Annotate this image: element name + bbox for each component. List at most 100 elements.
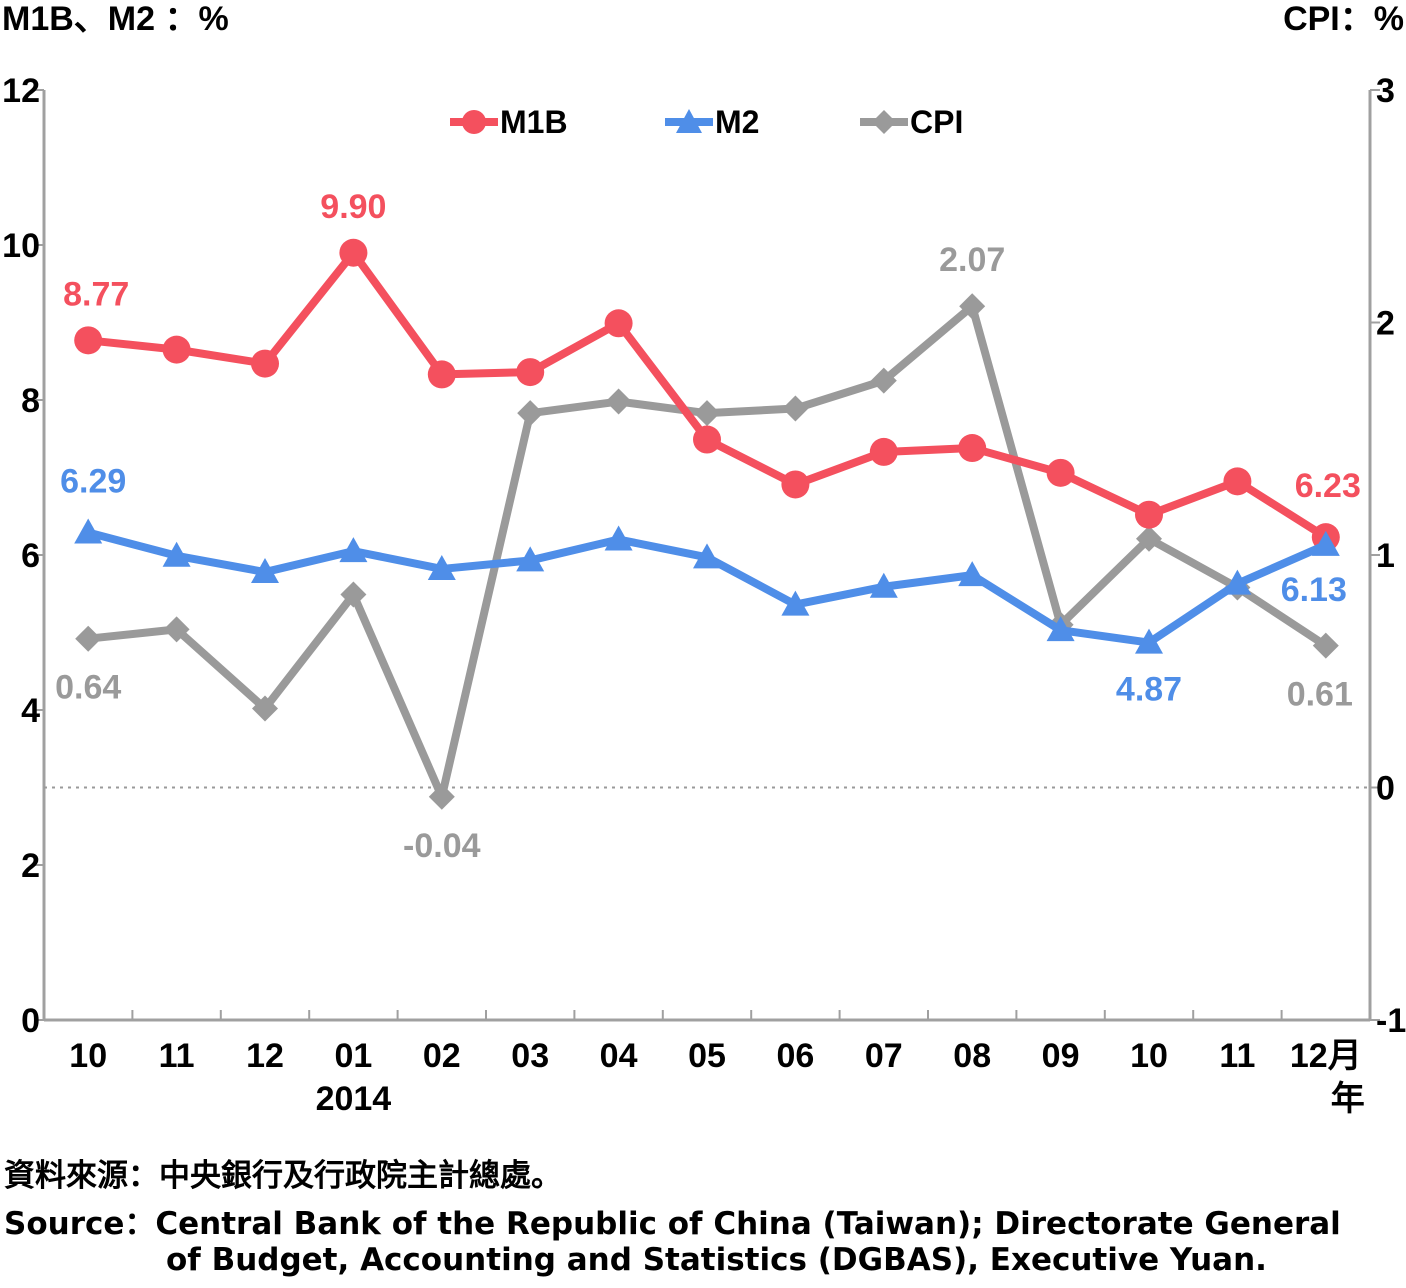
x-tick-label: 07 (865, 1037, 903, 1075)
legend-marker (676, 109, 702, 133)
right-axis-unit: CPI：% (1283, 0, 1404, 38)
data-point (162, 541, 191, 567)
x-tick-label: 12 (246, 1037, 284, 1075)
data-point (1046, 458, 1075, 487)
x-tick-label: 09 (1042, 1037, 1080, 1075)
data-label: 8.77 (63, 275, 129, 313)
left-tick-label: 2 (21, 847, 40, 885)
data-point (1135, 628, 1163, 654)
left-tick-label: 8 (21, 382, 40, 420)
data-point (339, 537, 368, 563)
right-tick-label: 3 (1376, 72, 1395, 110)
data-label: 0.61 (1287, 676, 1353, 714)
x-year-unit: 年 (1331, 1080, 1365, 1118)
data-point (251, 558, 279, 584)
data-point (959, 293, 986, 320)
x-tick-label: 12月 (1290, 1037, 1362, 1075)
x-year-label: 2014 (316, 1080, 392, 1118)
legend-marker (872, 110, 896, 134)
left-tick-label: 12 (2, 72, 40, 110)
x-tick-label: 04 (600, 1037, 638, 1075)
left-tick-label: 0 (21, 1002, 40, 1040)
data-label: -0.04 (403, 827, 481, 865)
data-point (517, 400, 544, 427)
right-tick-label: 0 (1376, 770, 1395, 808)
data-point (1311, 530, 1340, 556)
left-axis-unit: M1B、M2 ：% (2, 0, 229, 38)
data-point (604, 525, 633, 551)
data-point (694, 400, 720, 427)
data-point (1135, 500, 1163, 529)
data-point (1223, 569, 1252, 595)
series-m1b: 8.77 9.90 6.23 (63, 188, 1361, 552)
x-tick-label: 03 (511, 1037, 549, 1075)
left-tick-label: 4 (21, 692, 40, 730)
right-tick-label: -1 (1376, 1002, 1406, 1040)
left-tick-label: 6 (21, 537, 40, 575)
legend: M1B M2 CPI (450, 104, 963, 140)
x-tick-label: 10 (69, 1037, 107, 1075)
data-point (75, 625, 102, 652)
data-point (339, 238, 368, 267)
legend-marker (462, 110, 486, 134)
data-label: 4.87 (1116, 671, 1182, 709)
data-point (605, 388, 632, 415)
data-point (252, 695, 278, 722)
data-point (428, 783, 455, 810)
data-point (781, 590, 810, 616)
x-tick-label: 01 (334, 1037, 372, 1075)
data-point (958, 561, 987, 587)
data-label: 0.64 (55, 669, 121, 707)
legend-item-m2: M2 (665, 104, 759, 140)
data-label: 2.07 (939, 241, 1005, 279)
data-point (516, 358, 545, 387)
data-point (870, 367, 897, 394)
data-point (516, 546, 545, 572)
data-point (163, 616, 190, 643)
data-point (340, 581, 367, 608)
plot-area: 0.64 -0.04 2.07 0.61 8.77 9.90 6.23 6.29 4.87 6.1… (55, 188, 1361, 865)
left-tick-label: 10 (2, 227, 40, 265)
source-english-line1: Source：Central Bank of the Republic of C… (4, 1206, 1341, 1242)
data-point (1223, 467, 1252, 496)
data-point (693, 425, 721, 454)
right-tick-label: 1 (1376, 537, 1395, 575)
data-point (427, 360, 456, 389)
data-point (958, 434, 987, 463)
legend-label: M1B (500, 104, 568, 140)
data-label: 6.13 (1281, 571, 1347, 609)
data-point (1046, 616, 1075, 642)
legend-item-m1b: M1B (450, 104, 568, 140)
x-tick-label: 11 (1219, 1037, 1255, 1075)
data-point (869, 437, 898, 466)
legend-label: CPI (910, 104, 963, 140)
data-point (693, 543, 721, 569)
legend-label: M2 (715, 104, 759, 140)
data-label: 6.29 (60, 463, 126, 501)
series-m2: 6.29 4.87 6.13 (60, 463, 1347, 709)
data-point (427, 554, 456, 580)
data-point (604, 309, 633, 338)
data-point (74, 326, 103, 355)
x-tick-label: 05 (688, 1037, 726, 1075)
x-tick-label: 10 (1130, 1037, 1168, 1075)
data-point (781, 470, 810, 499)
data-point (782, 395, 809, 422)
series-line-m1b (87, 248, 1328, 541)
source-chinese: 資料來源：中央銀行及行政院主計總處。 (4, 1158, 562, 1194)
data-point (74, 518, 103, 544)
right-tick-label: 2 (1376, 305, 1395, 343)
data-label: 6.23 (1295, 467, 1361, 505)
x-tick-label: 02 (423, 1037, 461, 1075)
data-point (1312, 632, 1339, 659)
legend-item-cpi: CPI (860, 104, 963, 140)
data-point (162, 335, 191, 364)
data-label: 9.90 (320, 188, 386, 226)
data-point (251, 349, 279, 378)
data-point (869, 572, 898, 598)
source-english-line2: of Budget, Accounting and Statistics (DG… (166, 1242, 1267, 1278)
x-tick-label: 11 (159, 1037, 195, 1075)
x-tick-label: 06 (776, 1037, 814, 1075)
